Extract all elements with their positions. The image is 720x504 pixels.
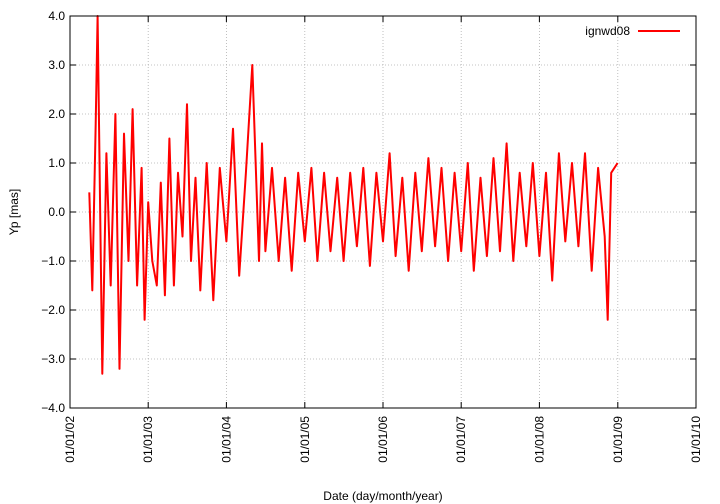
x-tick-label: 01/01/06 (376, 416, 390, 463)
data-layer (88, 15, 619, 375)
x-tick-label: 01/01/07 (454, 416, 468, 463)
x-tick-label: 01/01/09 (611, 416, 625, 463)
x-tick-label: 01/01/10 (689, 416, 703, 463)
y-tick-label: 4.0 (48, 9, 65, 23)
y-tick-label: −1.0 (41, 254, 65, 268)
x-tick-label: 01/01/04 (219, 416, 233, 463)
legend: ignwd08 (585, 24, 680, 38)
y-tick-label: 2.0 (48, 107, 65, 121)
x-tick-label: 01/01/03 (141, 416, 155, 463)
y-tick-label: 3.0 (48, 58, 65, 72)
y-tick-label: −2.0 (41, 303, 65, 317)
y-axis-label: Yp [mas] (7, 189, 21, 235)
x-tick-label: 01/01/05 (298, 416, 312, 463)
x-axis-label: Date (day/month/year) (323, 489, 442, 503)
x-tick-label: 01/01/02 (63, 416, 77, 463)
legend-label: ignwd08 (585, 24, 630, 38)
y-tick-label: −3.0 (41, 352, 65, 366)
ticks: −4.0 −3.0 −2.0 −1.0 0.0 1.0 2.0 3.0 4.0 01/01/02 0… (41, 9, 703, 463)
x-tick-label: 01/01/08 (532, 416, 546, 463)
y-tick-label: −4.0 (41, 401, 65, 415)
y-tick-label: 1.0 (48, 156, 65, 170)
y-tick-label: 0.0 (48, 205, 65, 219)
series-line-0 (88, 15, 619, 375)
